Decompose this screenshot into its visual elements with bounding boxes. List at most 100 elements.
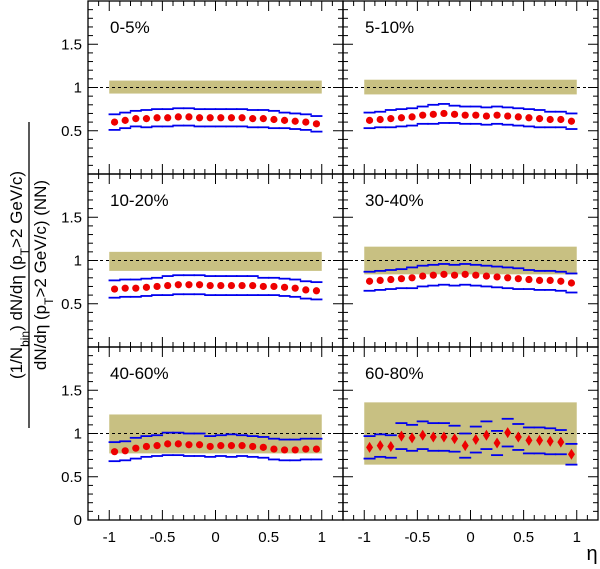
data-point <box>121 116 129 124</box>
data-point <box>217 442 225 450</box>
y-tick-label: 0.5 <box>61 296 82 313</box>
panel-label: 60-80% <box>365 364 424 383</box>
data-point <box>408 274 416 282</box>
data-point <box>365 116 374 124</box>
y-tick-label: 1.5 <box>61 209 82 226</box>
data-point <box>142 115 151 123</box>
data-point <box>472 271 480 279</box>
data-point <box>217 114 225 122</box>
y-tick-label: 1.5 <box>61 382 82 399</box>
data-point <box>153 442 161 450</box>
data-point <box>164 440 172 448</box>
data-point <box>142 442 151 451</box>
data-point <box>546 115 554 124</box>
data-point <box>312 287 321 295</box>
y-axis-label-numerator: (1/Nbin) dN/dη (pT>2 GeV/c) <box>7 171 32 379</box>
data-point <box>397 275 406 283</box>
data-point <box>185 113 193 121</box>
panel-10-20%: 10-20% 0.5 1 1.5 <box>61 173 344 348</box>
data-point <box>450 271 459 279</box>
y-tick-label: 1 <box>74 426 82 443</box>
data-point <box>195 441 204 449</box>
data-point <box>419 111 427 119</box>
y-tick-label: 1 <box>74 253 82 270</box>
x-tick-label: -0.5 <box>149 529 175 546</box>
data-point <box>110 448 119 456</box>
x-tick-label: 1 <box>318 529 326 546</box>
label-subscript: bin <box>18 331 32 347</box>
data-point <box>259 115 267 123</box>
panel-0-5%: 0-5% 0.5 1 1.5 <box>61 0 344 175</box>
data-point <box>376 115 384 124</box>
data-point <box>238 442 246 450</box>
data-point <box>110 118 119 126</box>
data-point <box>482 272 491 280</box>
data-point <box>132 444 140 452</box>
data-point <box>302 445 310 453</box>
data-point <box>121 447 129 455</box>
x-tick-label: 0.5 <box>258 529 279 546</box>
y-tick-label: 1.5 <box>61 36 82 53</box>
data-point <box>536 434 544 446</box>
data-point <box>472 111 480 119</box>
data-point <box>472 434 480 446</box>
data-point <box>557 277 565 285</box>
data-point <box>440 270 448 278</box>
panel-label: 30-40% <box>365 191 424 210</box>
label-part: dN/dη (p <box>31 305 50 370</box>
y-tick-label: 1 <box>74 80 82 97</box>
x-tick-label: -0.5 <box>404 529 430 546</box>
data-point <box>557 436 565 448</box>
data-point <box>546 435 554 447</box>
data-point <box>461 440 469 452</box>
data-point <box>227 281 236 290</box>
y-tick-label: 0.5 <box>61 469 82 486</box>
data-point <box>185 281 193 289</box>
data-point <box>174 281 182 289</box>
data-point <box>461 111 469 119</box>
data-point <box>535 115 544 123</box>
panel-label: 10-20% <box>110 191 169 210</box>
data-point <box>451 433 459 445</box>
label-part: (1/N <box>7 347 26 379</box>
data-point <box>366 441 374 453</box>
data-point <box>302 118 310 126</box>
panel-label: 0-5% <box>110 18 150 37</box>
x-tick-label: 1 <box>573 529 581 546</box>
data-point <box>238 281 246 290</box>
x-axis-label: η <box>586 543 597 565</box>
data-point <box>270 115 278 124</box>
x-tick-label: 0.5 <box>513 529 534 546</box>
data-point <box>397 114 406 122</box>
x-tick-label: 0 <box>211 529 219 546</box>
data-point <box>164 281 172 290</box>
data-point <box>387 440 395 452</box>
data-point <box>482 112 491 120</box>
data-point <box>376 276 384 284</box>
data-point <box>185 441 193 449</box>
panel-40-60%: 40-60% 0.5 1 1.5 -1 -0.5 0 0.5 1 <box>61 346 344 546</box>
data-point <box>195 114 204 122</box>
data-point <box>567 279 576 287</box>
data-point <box>206 281 214 290</box>
label-part: >2 GeV/c) (NN) <box>31 180 50 298</box>
data-point <box>440 431 448 443</box>
label-part: ) dN/dη (p <box>7 255 26 331</box>
label-part: >2 GeV/c) <box>7 171 26 248</box>
data-point <box>174 440 182 448</box>
data-point <box>525 114 533 122</box>
data-point <box>408 432 416 444</box>
data-point <box>174 113 182 121</box>
panel-label: 5-10% <box>365 18 414 37</box>
data-point <box>408 113 416 121</box>
data-point <box>493 273 501 281</box>
data-point <box>142 283 151 291</box>
data-point <box>153 282 161 291</box>
data-point <box>280 283 289 291</box>
data-point <box>365 277 374 285</box>
data-point <box>238 114 246 122</box>
data-point <box>429 110 437 118</box>
data-point <box>419 429 427 441</box>
data-point <box>482 429 490 441</box>
